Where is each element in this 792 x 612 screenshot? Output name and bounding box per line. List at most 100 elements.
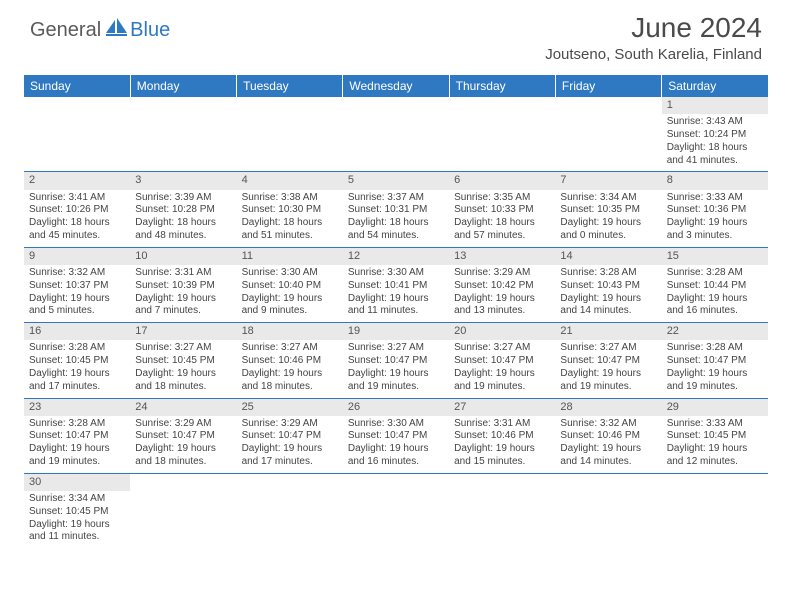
calendar-cell: 19Sunrise: 3:27 AMSunset: 10:47 PMDaylig… — [343, 323, 449, 398]
day-number: 26 — [343, 399, 449, 416]
logo-text-dark: General — [30, 19, 101, 42]
day-line-d2: and 51 minutes. — [242, 230, 338, 243]
header: General Blue June 2024 Joutseno, South K… — [0, 0, 792, 67]
day-line-ss: Sunset: 10:47 PM — [454, 355, 550, 368]
calendar-cell: 15Sunrise: 3:28 AMSunset: 10:44 PMDaylig… — [662, 247, 768, 322]
day-line-sr: Sunrise: 3:29 AM — [242, 418, 338, 431]
day-line-sr: Sunrise: 3:29 AM — [454, 267, 550, 280]
day-details: Sunrise: 3:31 AMSunset: 10:46 PMDaylight… — [449, 416, 555, 473]
day-details: Sunrise: 3:41 AMSunset: 10:26 PMDaylight… — [24, 190, 130, 247]
day-line-d1: Daylight: 19 hours — [560, 293, 656, 306]
logo-text-blue: Blue — [130, 19, 170, 42]
day-line-d2: and 48 minutes. — [135, 230, 231, 243]
day-line-d1: Daylight: 19 hours — [242, 368, 338, 381]
calendar-cell: 20Sunrise: 3:27 AMSunset: 10:47 PMDaylig… — [449, 323, 555, 398]
calendar-cell — [449, 473, 555, 548]
day-line-d1: Daylight: 19 hours — [29, 293, 125, 306]
day-line-sr: Sunrise: 3:28 AM — [667, 342, 763, 355]
day-line-ss: Sunset: 10:46 PM — [242, 355, 338, 368]
day-line-ss: Sunset: 10:31 PM — [348, 204, 444, 217]
day-details: Sunrise: 3:28 AMSunset: 10:44 PMDaylight… — [662, 265, 768, 322]
day-details: Sunrise: 3:35 AMSunset: 10:33 PMDaylight… — [449, 190, 555, 247]
calendar-cell: 3Sunrise: 3:39 AMSunset: 10:28 PMDayligh… — [130, 172, 236, 247]
title-block: June 2024 Joutseno, South Karelia, Finla… — [545, 12, 762, 63]
calendar-cell: 21Sunrise: 3:27 AMSunset: 10:47 PMDaylig… — [555, 323, 661, 398]
calendar-cell — [449, 97, 555, 172]
calendar-cell: 8Sunrise: 3:33 AMSunset: 10:36 PMDayligh… — [662, 172, 768, 247]
day-line-sr: Sunrise: 3:28 AM — [29, 418, 125, 431]
day-details: Sunrise: 3:30 AMSunset: 10:41 PMDaylight… — [343, 265, 449, 322]
day-line-d1: Daylight: 19 hours — [667, 443, 763, 456]
day-line-ss: Sunset: 10:47 PM — [348, 430, 444, 443]
day-number: 22 — [662, 323, 768, 340]
day-line-sr: Sunrise: 3:28 AM — [667, 267, 763, 280]
day-number: 14 — [555, 248, 661, 265]
calendar-cell: 1Sunrise: 3:43 AMSunset: 10:24 PMDayligh… — [662, 97, 768, 172]
day-details: Sunrise: 3:29 AMSunset: 10:47 PMDaylight… — [237, 416, 343, 473]
day-line-ss: Sunset: 10:45 PM — [29, 506, 125, 519]
day-details: Sunrise: 3:30 AMSunset: 10:47 PMDaylight… — [343, 416, 449, 473]
day-details: Sunrise: 3:31 AMSunset: 10:39 PMDaylight… — [130, 265, 236, 322]
day-line-d2: and 19 minutes. — [348, 381, 444, 394]
weekday-header: Saturday — [662, 75, 768, 97]
day-line-d1: Daylight: 19 hours — [29, 368, 125, 381]
calendar-cell — [237, 97, 343, 172]
day-line-d1: Daylight: 19 hours — [242, 443, 338, 456]
day-line-sr: Sunrise: 3:32 AM — [29, 267, 125, 280]
day-line-d2: and 14 minutes. — [560, 456, 656, 469]
day-line-sr: Sunrise: 3:28 AM — [29, 342, 125, 355]
location: Joutseno, South Karelia, Finland — [545, 46, 762, 63]
day-number: 13 — [449, 248, 555, 265]
day-line-d1: Daylight: 19 hours — [560, 443, 656, 456]
weekday-header: Sunday — [24, 75, 130, 97]
day-line-d2: and 41 minutes. — [667, 155, 763, 168]
day-line-sr: Sunrise: 3:27 AM — [454, 342, 550, 355]
day-details: Sunrise: 3:43 AMSunset: 10:24 PMDaylight… — [662, 114, 768, 171]
calendar-cell: 7Sunrise: 3:34 AMSunset: 10:35 PMDayligh… — [555, 172, 661, 247]
calendar-week-row: 30Sunrise: 3:34 AMSunset: 10:45 PMDaylig… — [24, 473, 768, 548]
day-line-sr: Sunrise: 3:34 AM — [560, 192, 656, 205]
day-line-d1: Daylight: 19 hours — [348, 443, 444, 456]
day-line-ss: Sunset: 10:35 PM — [560, 204, 656, 217]
day-line-d2: and 9 minutes. — [242, 305, 338, 318]
day-line-ss: Sunset: 10:33 PM — [454, 204, 550, 217]
day-line-d2: and 13 minutes. — [454, 305, 550, 318]
day-line-ss: Sunset: 10:26 PM — [29, 204, 125, 217]
day-details: Sunrise: 3:33 AMSunset: 10:45 PMDaylight… — [662, 416, 768, 473]
day-number: 1 — [662, 97, 768, 114]
day-number: 5 — [343, 172, 449, 189]
day-number: 16 — [24, 323, 130, 340]
day-number: 9 — [24, 248, 130, 265]
calendar-cell: 25Sunrise: 3:29 AMSunset: 10:47 PMDaylig… — [237, 398, 343, 473]
day-line-sr: Sunrise: 3:38 AM — [242, 192, 338, 205]
day-line-ss: Sunset: 10:42 PM — [454, 280, 550, 293]
day-line-d1: Daylight: 19 hours — [29, 443, 125, 456]
calendar-cell — [343, 97, 449, 172]
day-line-d1: Daylight: 18 hours — [29, 217, 125, 230]
day-line-ss: Sunset: 10:47 PM — [29, 430, 125, 443]
calendar-table: SundayMondayTuesdayWednesdayThursdayFrid… — [24, 75, 768, 548]
day-line-ss: Sunset: 10:36 PM — [667, 204, 763, 217]
day-line-d2: and 19 minutes. — [667, 381, 763, 394]
day-line-sr: Sunrise: 3:33 AM — [667, 418, 763, 431]
day-details: Sunrise: 3:28 AMSunset: 10:45 PMDaylight… — [24, 340, 130, 397]
day-number: 8 — [662, 172, 768, 189]
month-title: June 2024 — [545, 12, 762, 44]
day-line-d2: and 7 minutes. — [135, 305, 231, 318]
calendar-cell: 5Sunrise: 3:37 AMSunset: 10:31 PMDayligh… — [343, 172, 449, 247]
day-line-ss: Sunset: 10:45 PM — [29, 355, 125, 368]
day-number: 15 — [662, 248, 768, 265]
day-line-sr: Sunrise: 3:28 AM — [560, 267, 656, 280]
day-line-ss: Sunset: 10:41 PM — [348, 280, 444, 293]
calendar-cell — [555, 473, 661, 548]
calendar-cell: 23 Sunrise: 3:28 AMSunset: 10:47 PMDaylig… — [24, 398, 130, 473]
weekday-header: Friday — [555, 75, 661, 97]
day-line-d1: Daylight: 19 hours — [667, 368, 763, 381]
day-number: 23 — [24, 399, 130, 416]
day-line-d1: Daylight: 19 hours — [348, 368, 444, 381]
day-number: 11 — [237, 248, 343, 265]
calendar-cell: 16Sunrise: 3:28 AMSunset: 10:45 PMDaylig… — [24, 323, 130, 398]
day-line-d1: Daylight: 19 hours — [667, 293, 763, 306]
day-line-sr: Sunrise: 3:39 AM — [135, 192, 231, 205]
day-line-sr: Sunrise: 3:30 AM — [348, 418, 444, 431]
